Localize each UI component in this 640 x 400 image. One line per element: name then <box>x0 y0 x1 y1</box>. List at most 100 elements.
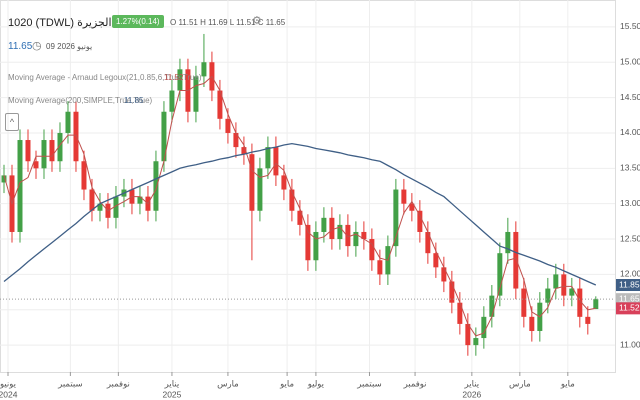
candle-body <box>441 267 447 282</box>
price-badge-bg <box>616 293 640 306</box>
moving-average-line <box>3 75 596 337</box>
candle-body <box>241 147 247 155</box>
candle-body <box>433 253 439 268</box>
candle-body <box>25 140 31 162</box>
candle-body <box>73 111 79 162</box>
date: 09 2026 يونيو <box>46 42 93 51</box>
ohlc: O 11.51 H 11.69 L 11.51 C 11.65 <box>170 18 286 27</box>
collapse-button[interactable]: ^ <box>5 113 19 131</box>
x-tick-label: مارس <box>217 378 239 388</box>
year-label: 2026 <box>462 389 481 399</box>
candle-body <box>529 316 535 331</box>
candle-body <box>449 281 455 303</box>
candle-body <box>177 69 183 91</box>
chart-title: 1020 (TDWL) الجزيرة <box>8 17 112 29</box>
candle-body <box>585 316 591 324</box>
candle-body <box>377 260 383 275</box>
candle-body <box>577 288 583 317</box>
y-tick-label: 14.00 <box>620 127 640 137</box>
candle-body <box>169 90 175 112</box>
candle-body <box>505 231 511 254</box>
y-tick-label: 11.00 <box>620 339 640 349</box>
candle-body <box>473 338 479 346</box>
candle-body <box>361 231 367 240</box>
candle-body <box>81 161 87 190</box>
candle-body <box>225 118 231 133</box>
candle-body <box>313 231 319 261</box>
candle-body <box>489 295 495 317</box>
candle-body <box>417 210 423 232</box>
candle-body <box>553 274 559 289</box>
x-tick-label: سبتمبر <box>356 378 381 388</box>
candle-body <box>369 239 375 261</box>
ma-badge: 11.52 <box>619 303 640 313</box>
legend-alma-value: 11.52 <box>164 73 184 82</box>
candle-body <box>249 154 255 211</box>
candle-body <box>33 161 39 169</box>
candle-body <box>481 316 487 339</box>
y-tick-label: 13.00 <box>620 198 640 208</box>
candle-body <box>17 140 23 232</box>
candle-body <box>137 196 143 204</box>
year-label: 2025 <box>162 389 181 399</box>
candle-body <box>409 203 415 211</box>
plot-border <box>0 0 616 373</box>
x-tick-label: يناير <box>164 378 180 388</box>
candle-body <box>321 217 327 232</box>
candle-body <box>457 302 463 324</box>
candle-body <box>593 299 599 310</box>
candle-body <box>233 132 239 148</box>
candle-body <box>161 111 167 162</box>
candle-body <box>217 90 223 119</box>
candle-body <box>57 132 63 162</box>
candle-body <box>193 76 199 112</box>
x-tick-label: مايو <box>279 378 294 388</box>
candle-body <box>265 147 271 169</box>
candle-body <box>401 189 407 204</box>
candle-body <box>281 175 287 190</box>
candle-body <box>257 168 263 211</box>
candle-body <box>393 189 399 247</box>
candle-body <box>337 224 343 240</box>
candle-body <box>465 323 471 346</box>
candle-body <box>545 288 551 303</box>
y-tick-label: 12.00 <box>620 269 640 279</box>
candle-body <box>329 217 335 240</box>
moving-average-line <box>3 142 597 286</box>
legend-sma-value: 11.85 <box>124 96 144 105</box>
ma-badge: 11.85 <box>619 279 640 289</box>
candle-body <box>521 288 527 317</box>
candle-body <box>289 189 295 211</box>
candle-body <box>153 161 159 211</box>
price-badge: 11.65 <box>619 293 640 303</box>
candle-body <box>1 175 7 183</box>
y-tick-label: 15.00 <box>620 56 640 66</box>
candle-body <box>297 210 303 225</box>
clock-icon: ◷ <box>32 40 42 52</box>
candle-body <box>97 203 103 211</box>
candle-body <box>65 111 71 133</box>
x-tick-label: يناير <box>464 378 480 388</box>
ma-badge-bg <box>616 279 640 292</box>
settings-icon[interactable]: ⚙ <box>252 15 262 27</box>
x-tick-label: مايو <box>560 378 575 388</box>
year-label: 2024 <box>0 389 18 399</box>
y-tick-label: 15.50 <box>620 21 640 31</box>
candle-body <box>89 189 95 211</box>
x-tick-label: سبتمبر <box>57 378 82 388</box>
candle-body <box>513 231 519 289</box>
x-tick-label: نوفمبر <box>403 378 427 388</box>
candle-body <box>353 231 359 247</box>
candle-body <box>41 140 47 169</box>
legend-alma: Moving Average - Arnaud Legoux(21,0.85,6… <box>8 73 202 82</box>
candle-body <box>201 62 207 77</box>
legend-sma: Moving Average(200,SIMPLE,True,True) <box>8 96 153 105</box>
candle-body <box>49 140 55 162</box>
y-tick-label: 12.50 <box>620 233 640 243</box>
x-tick-label: مارس <box>509 378 531 388</box>
change-badge: 1.27%(0.14) <box>112 15 164 28</box>
candle-body <box>305 224 311 261</box>
y-tick-label: 13.50 <box>620 163 640 173</box>
